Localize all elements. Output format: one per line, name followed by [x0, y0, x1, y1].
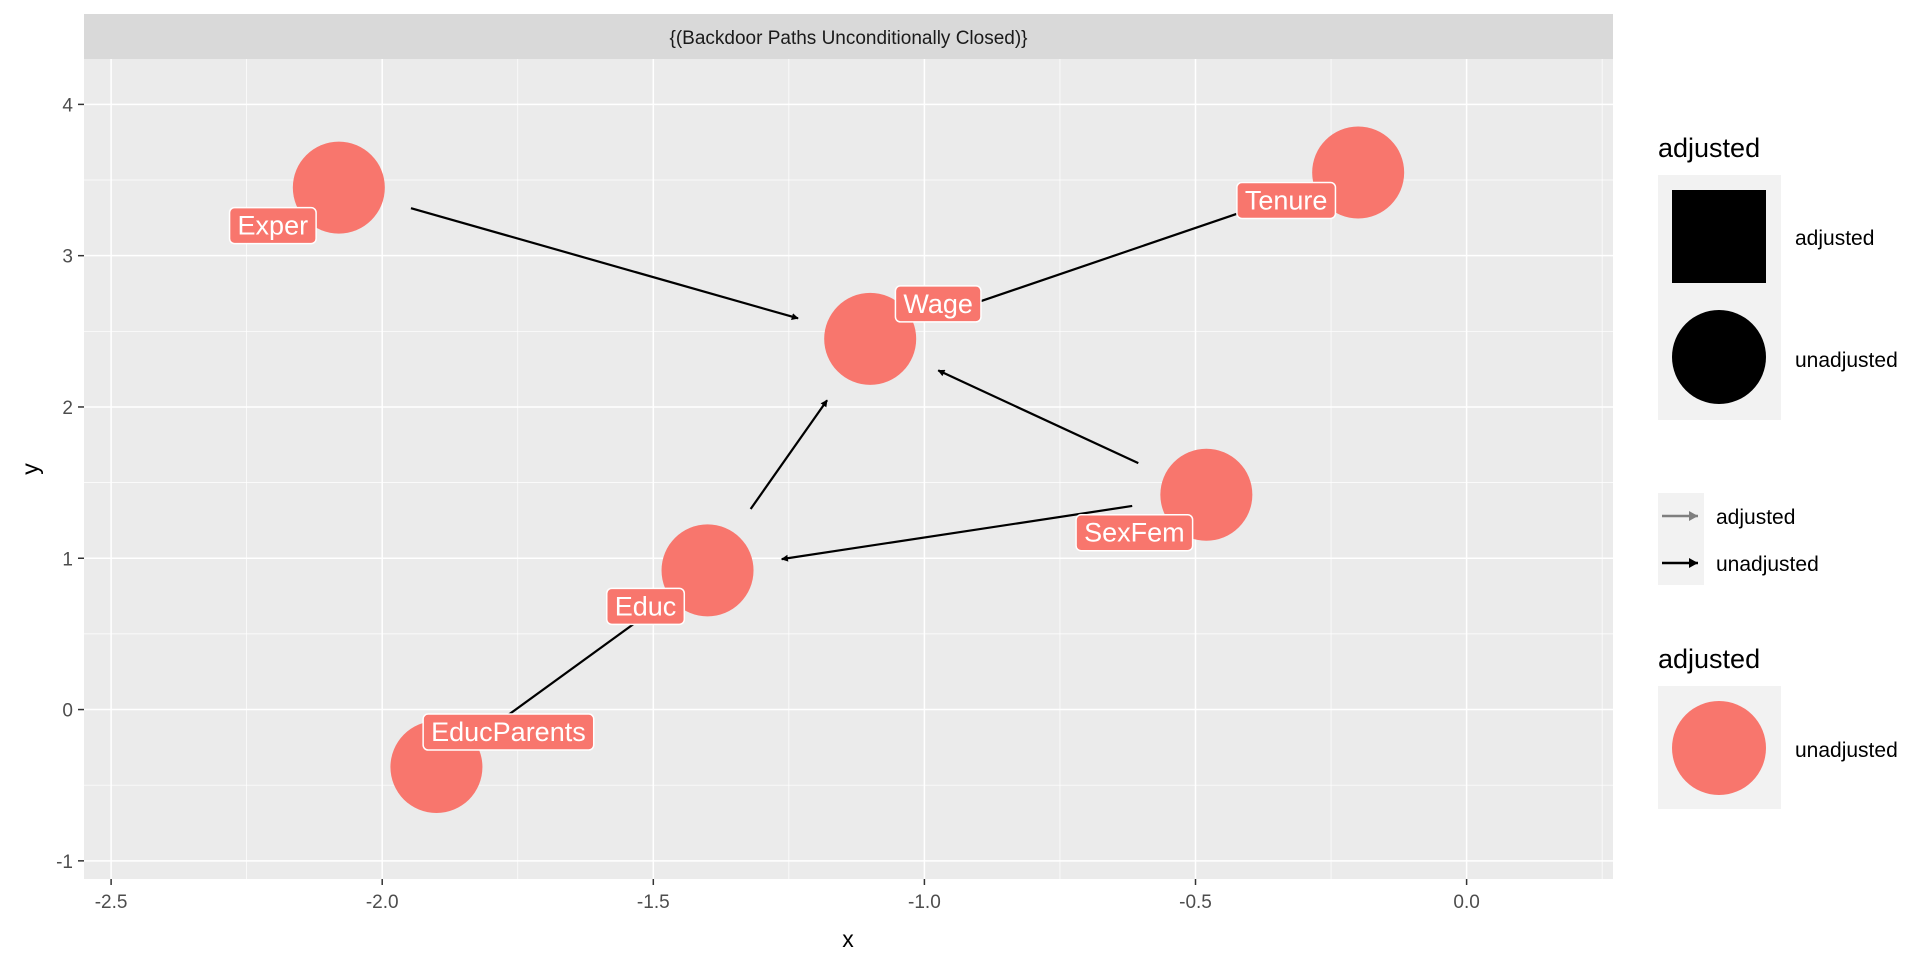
node-label-text: Wage — [903, 289, 973, 319]
edge-educ-wage — [749, 399, 828, 510]
node-label-exper: Exper — [228, 206, 317, 245]
legend-arrow-unadjusted-head — [1689, 558, 1698, 568]
facet-strip — [84, 14, 1613, 59]
edge-sexfem-educ — [780, 504, 1133, 562]
legend-color-label-unadjusted: unadjusted — [1795, 739, 1898, 762]
node-label-educ: Educ — [606, 587, 686, 626]
node-label-sexfem: SexFem — [1075, 513, 1194, 552]
node-label-box — [422, 713, 595, 751]
legend-arrow: adjusted unadjusted — [1658, 493, 1819, 585]
node-label-text: Tenure — [1245, 185, 1328, 215]
legend-square-key — [1672, 190, 1766, 283]
y-tick-label: -1 — [56, 852, 73, 873]
x-tick-label: -0.5 — [1179, 892, 1212, 913]
node-wage — [824, 292, 917, 385]
node-label-box — [894, 285, 982, 323]
edge-educparents-educ — [496, 613, 648, 724]
node-label-text: EducParents — [431, 717, 586, 747]
legend-shape-label-adjusted: adjusted — [1795, 227, 1874, 250]
y-axis-title: y — [17, 463, 43, 475]
edge-exper-wage — [410, 207, 799, 320]
x-tick-label: 0.0 — [1453, 892, 1479, 913]
node-label-box — [1075, 513, 1194, 552]
node-label-box — [606, 587, 686, 626]
legend-color: adjusted unadjusted — [1658, 644, 1898, 809]
node-label-educparents: EducParents — [422, 713, 595, 751]
x-axis-title: x — [842, 926, 854, 952]
legend-shape-label-unadjusted: unadjusted — [1795, 349, 1898, 372]
y-tick-label: 2 — [62, 398, 73, 419]
y-tick-label: 1 — [62, 549, 73, 570]
x-tick-label: -1.5 — [637, 892, 670, 913]
legend-arrow-label-adjusted: adjusted — [1716, 506, 1795, 529]
edge-tenure-wage — [940, 195, 1288, 316]
legend-circle-key — [1672, 310, 1766, 404]
legend-color-key-unadjusted — [1672, 701, 1766, 795]
y-tick-label: 3 — [62, 247, 73, 268]
axes: -2.5 -2.0 -1.5 -1.0 -0.5 0.0 -1 0 1 2 3 4 — [56, 95, 1480, 913]
x-tick-label: -1.0 — [908, 892, 941, 913]
legend-shape-title: adjusted — [1658, 133, 1760, 163]
edge-sexfem-wage — [937, 369, 1139, 465]
legend-color-title: adjusted — [1658, 644, 1760, 674]
x-tick-label: -2.0 — [366, 892, 399, 913]
node-label-box — [1236, 181, 1337, 220]
legend-arrow-label-unadjusted: unadjusted — [1716, 553, 1819, 576]
legend-shape: adjusted adjusted unadjusted — [1658, 133, 1898, 420]
facet-strip-title: {(Backdoor Paths Unconditionally Closed)… — [669, 28, 1027, 49]
dag-node-labels: Exper Tenure Wage SexFem Educ EducParents — [228, 181, 1337, 751]
node-label-wage: Wage — [894, 285, 982, 323]
node-label-text: SexFem — [1084, 518, 1185, 548]
grid-lines — [84, 59, 1613, 879]
y-tick-label: 4 — [62, 95, 73, 116]
dag-edges — [410, 195, 1288, 724]
legend-arrow-adjusted-head — [1689, 511, 1698, 521]
x-tick-label: -2.5 — [95, 892, 128, 913]
y-tick-label: 0 — [62, 701, 73, 722]
node-label-text: Educ — [615, 591, 677, 621]
node-label-tenure: Tenure — [1236, 181, 1337, 220]
node-label-box — [228, 206, 317, 245]
node-label-text: Exper — [238, 211, 309, 241]
legend-arrow-key-bg — [1658, 493, 1704, 585]
